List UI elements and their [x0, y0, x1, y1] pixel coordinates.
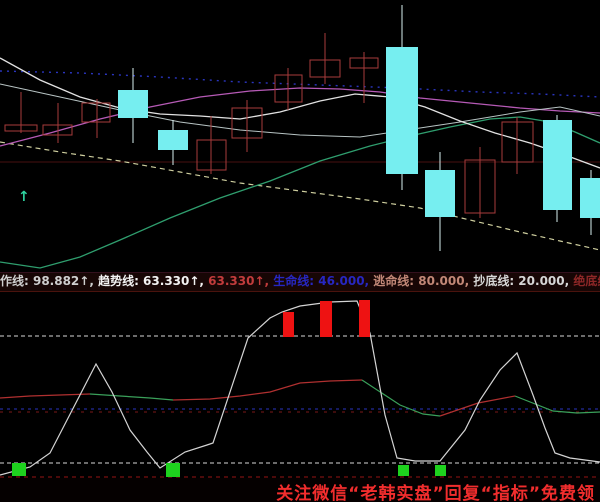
magenta-ma: [0, 87, 600, 147]
sell-signal-bar: [359, 300, 370, 337]
param-taomingxian: 逃命线: 80.000,: [373, 274, 474, 288]
candle-body-up: [309, 59, 341, 78]
candle-body-up: [464, 159, 496, 214]
candle-body-up: [81, 102, 111, 123]
up-arrow-marker: ↑: [18, 189, 30, 205]
yellow-dashed-ma: [0, 141, 600, 251]
slow-oscillator-segment: [514, 395, 600, 414]
buy-signal-square: [398, 465, 409, 476]
white-ma-slow: [0, 83, 600, 138]
slow-oscillator-segment: [172, 379, 363, 401]
candle-body-up: [349, 57, 379, 69]
candle-body-up: [274, 74, 303, 103]
candle-body-up: [501, 121, 534, 163]
fast-oscillator: [0, 300, 600, 476]
buy-signal-square: [435, 465, 446, 476]
white-ma-fast: [0, 57, 600, 169]
candle-body-up: [231, 107, 263, 139]
sell-signal-bar: [320, 301, 332, 337]
candle-body-up: [42, 124, 73, 136]
slow-oscillator-segment: [361, 379, 441, 417]
candle-body-up: [196, 139, 227, 171]
candle-body-down: [425, 170, 455, 217]
candle-body-down: [543, 120, 572, 210]
indicator-params-strip: 作线: 98.882↑, 趋势线: 63.330↑, 63.330↑, 生命线:…: [0, 272, 600, 292]
promo-banner: 关注微信“老韩实盘”回复“指标”免费领: [0, 478, 600, 502]
param-qushixian-2: 63.330↑,: [208, 274, 274, 288]
candle-body-down: [386, 47, 418, 174]
slow-oscillator-segment: [0, 393, 91, 399]
param-caozuoxian: 作线: 98.882↑,: [0, 274, 99, 288]
blue-dotted-ma: [0, 70, 600, 98]
slow-oscillator-segment: [89, 393, 174, 401]
sell-signal-bar: [283, 312, 294, 337]
promo-text: 关注微信“老韩实盘”回复“指标”免费领: [276, 484, 595, 502]
candle-body-down: [118, 90, 148, 118]
buy-signal-square: [12, 463, 26, 476]
candle-body-down: [580, 178, 600, 218]
param-chaodixian: 抄底线: 20.000,: [473, 274, 574, 288]
green-ma: [0, 116, 600, 269]
oscillator-chart-canvas[interactable]: [0, 292, 600, 478]
candle-body-down: [158, 130, 188, 150]
candlestick-chart-canvas[interactable]: ↑: [0, 0, 600, 272]
param-shengmingxian: 生命线: 46.000,: [273, 274, 374, 288]
buy-signal-square: [166, 463, 180, 477]
param-juedixian: 绝底线: 5.000,: [573, 274, 600, 288]
param-qushixian: 趋势线: 63.330↑,: [98, 274, 209, 288]
candle-body-up: [4, 124, 38, 132]
